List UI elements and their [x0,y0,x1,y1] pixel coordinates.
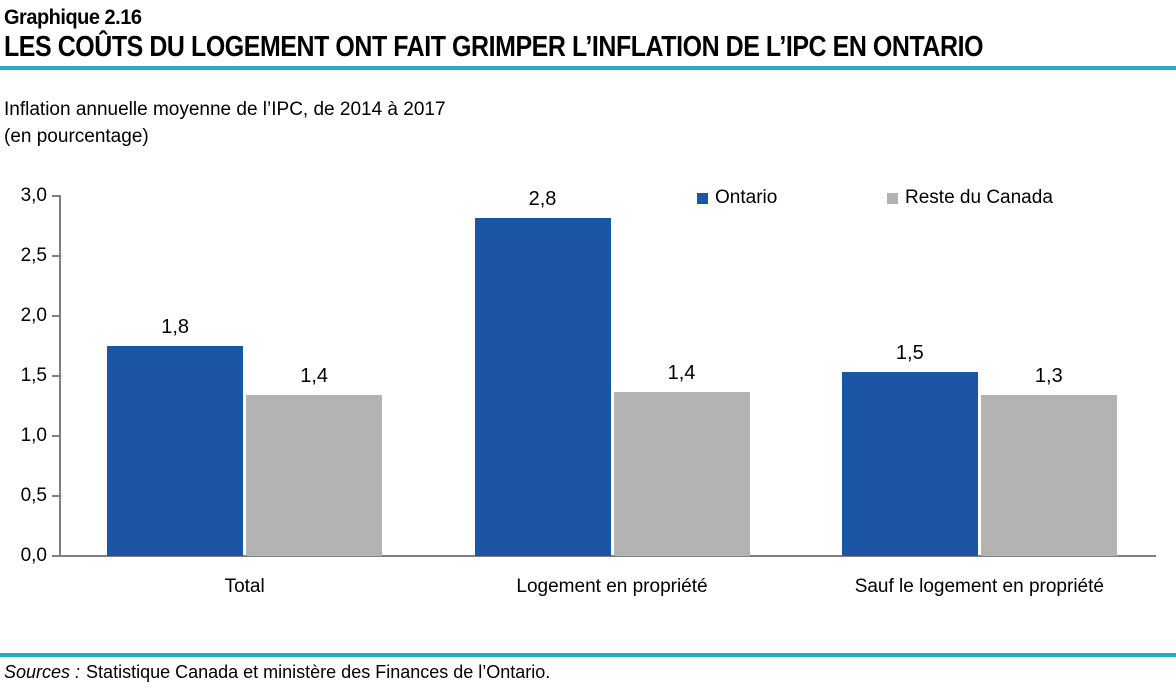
y-axis-tick [52,495,61,497]
legend-item-ontario: Ontario [697,186,777,210]
bar-value-label-ontario-logement-en-propriete: 2,8 [528,187,557,210]
legend-swatch-reste-du-canada [887,192,898,204]
x-axis-category-label-total: Total [224,576,265,597]
legend-label-ontario: Ontario [715,187,778,208]
chart-subtitle-line2: (en pourcentage) [4,126,149,147]
y-axis-tick-label: 0,5 [20,485,47,506]
chart-subtitle-line1: Inflation annuelle moyenne de l’IPC, de … [4,99,446,120]
bar-reste-du-canada-sauf-le-logement-en-propriete [980,395,1117,556]
y-axis-tick [52,315,61,317]
legend-item-reste-du-canada: Reste du Canada [887,186,1053,210]
legend-swatch-ontario [697,192,708,204]
bar-value-label-reste-du-canada-logement-en-propriete: 1,4 [667,361,696,384]
chart-area: 0,0 0,5 1,0 1,5 2,0 2,5 3,0 1,8 1,4 Total 2,8 1,4 Lo… [0,170,1176,610]
bar-ontario-total [107,346,244,556]
y-axis-tick [52,375,61,377]
y-axis-tick-label: 2,5 [20,245,47,266]
bar-reste-du-canada-total [246,395,383,556]
y-axis-tick [52,255,61,257]
sources-text: Statistique Canada et ministère des Fina… [86,662,551,682]
y-axis-tick-label: 3,0 [20,185,47,206]
x-axis-category-label-logement-en-propriete: Logement en propriété [516,576,708,597]
y-axis-tick [52,555,61,557]
title-divider [0,66,1176,70]
bar-ontario-sauf-le-logement-en-propriete [841,372,978,556]
x-axis [53,555,1156,557]
y-axis-tick-label: 1,5 [20,365,47,386]
bar-reste-du-canada-logement-en-propriete [613,391,750,556]
bar-value-label-ontario-total: 1,8 [161,316,190,338]
bar-value-label-reste-du-canada-sauf-le-logement-en-propriete: 1,3 [1034,365,1063,388]
y-axis-tick-label: 2,0 [20,305,47,326]
sources-label: Sources : [4,662,81,682]
footer-divider [0,653,1176,657]
legend-label-reste-du-canada: Reste du Canada [905,187,1053,208]
x-axis-category-label-sauf-le-logement-en-propriete: Sauf le logement en propriété [854,576,1104,597]
bar-value-label-ontario-sauf-le-logement-en-propriete: 1,5 [895,342,924,365]
y-axis-tick [52,435,61,437]
bar-ontario-logement-en-propriete [474,217,611,556]
sources-note: Sources : Statistique Canada et ministère… [4,662,550,683]
chart-number: Graphique 2.16 [4,6,142,29]
page-title: LES COÛTS DU LOGEMENT ONT FAIT GRIMPER L… [4,31,984,63]
y-axis-tick-label: 0,0 [20,545,47,566]
bar-value-label-reste-du-canada-total: 1,4 [300,365,329,388]
y-axis-tick [52,195,61,197]
y-axis-tick-label: 1,0 [20,425,47,446]
